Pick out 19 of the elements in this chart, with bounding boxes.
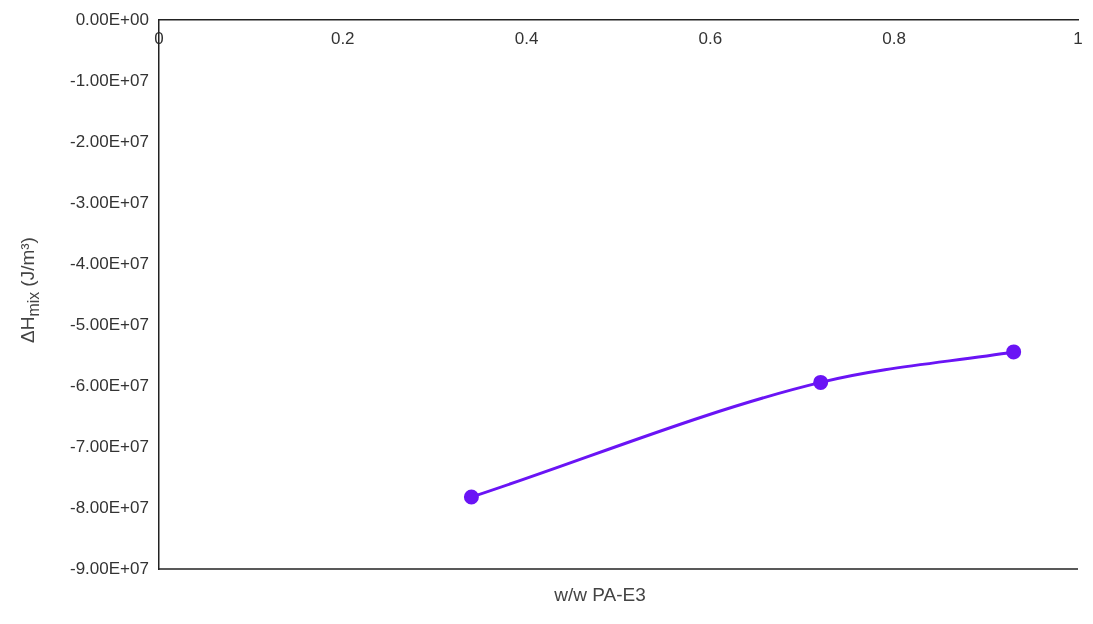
x-tick-label: 1	[1073, 29, 1083, 49]
y-tick-label: 0.00E+00	[75, 9, 149, 29]
point	[463, 489, 479, 505]
y-tick-label: -7.00E+07	[69, 436, 149, 456]
y-tick-label: -6.00E+07	[69, 375, 149, 395]
x-tick-label: 0.8	[882, 29, 907, 49]
x-tick-label: 0.4	[514, 29, 539, 49]
y-tick-label: -3.00E+07	[69, 192, 149, 212]
point	[1006, 344, 1022, 360]
y-tick-label: -9.00E+07	[69, 558, 149, 578]
y-tick-label: -1.00E+07	[69, 70, 149, 90]
y-tick-label: -5.00E+07	[69, 314, 149, 334]
x-tick-label: 0.6	[698, 29, 723, 49]
x-axis-title: w/w PA-E3	[554, 584, 646, 606]
point	[813, 374, 829, 390]
y-tick-label: -8.00E+07	[69, 497, 149, 517]
y-tick-label: -2.00E+07	[69, 131, 149, 151]
x-tick-label: 0.2	[330, 29, 355, 49]
y-tick-label: -4.00E+07	[69, 253, 149, 273]
